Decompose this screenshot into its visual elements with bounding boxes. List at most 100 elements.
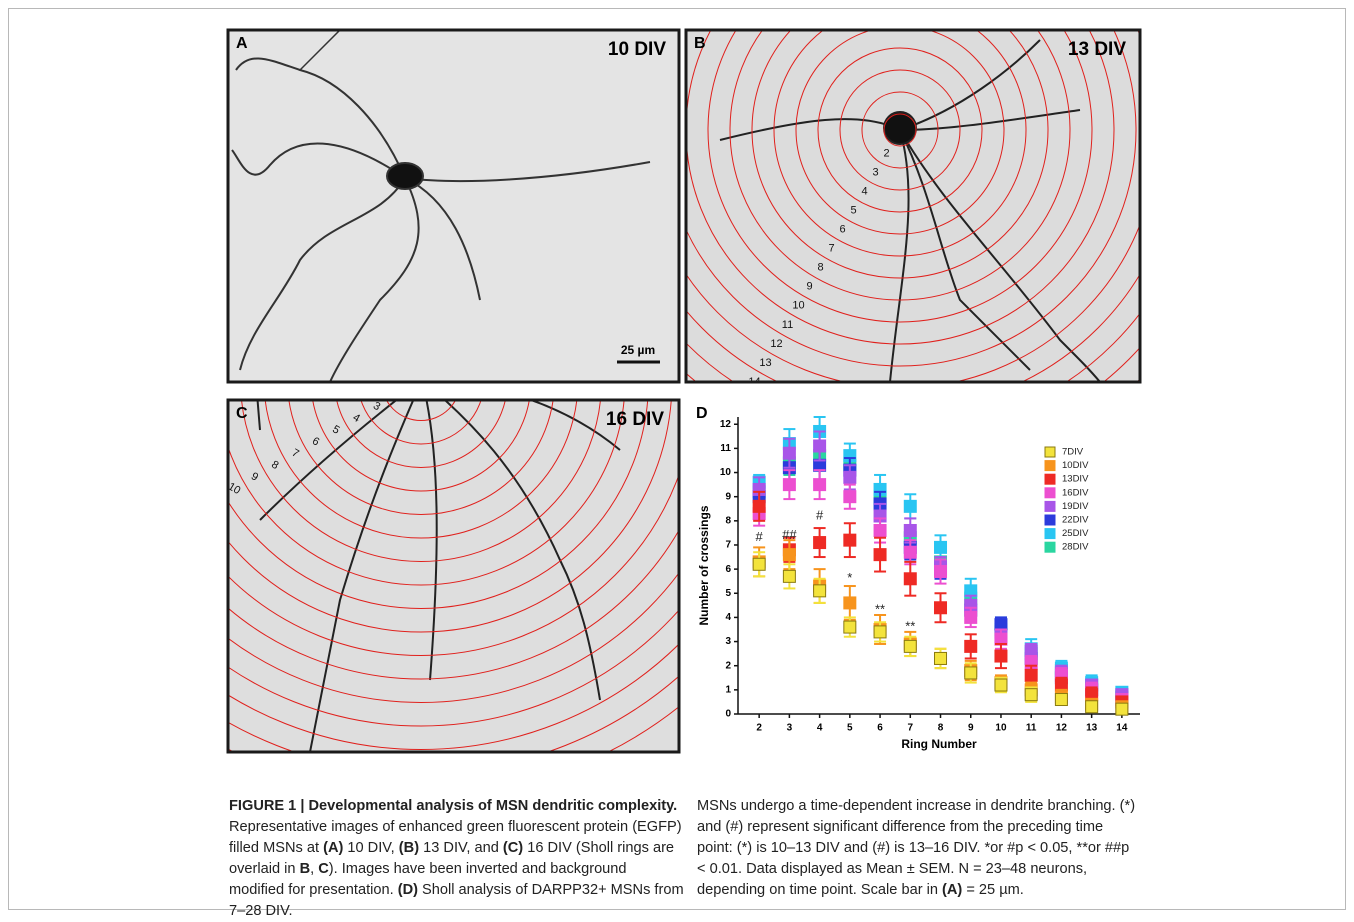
- y-tick-label: 4: [725, 612, 731, 623]
- ring-label: 13: [759, 357, 771, 369]
- point: [964, 610, 978, 624]
- y-tick-label: 1: [725, 684, 731, 695]
- significance-mark: **: [905, 619, 915, 634]
- point: [1024, 668, 1038, 682]
- ring-label: 12: [185, 504, 202, 521]
- point: [934, 565, 948, 579]
- sholl-ring: [241, 400, 601, 562]
- point: [843, 620, 857, 634]
- ring-label: 5: [330, 423, 341, 436]
- x-tick-label: 6: [877, 723, 883, 734]
- sholl-ring: [839, 69, 961, 191]
- point: [903, 572, 917, 586]
- sholl-ring: [336, 400, 506, 468]
- legend-label: 13DIV: [1062, 474, 1089, 485]
- ring-label: 8: [269, 459, 280, 472]
- caption-text: Sholl analysis of DARPP32+ MSNs from 7–2…: [229, 882, 684, 919]
- ring-label: 2: [883, 147, 889, 159]
- significance-mark: ##: [782, 527, 797, 542]
- ring-label: 3: [872, 166, 878, 178]
- x-tick-label: 9: [968, 723, 974, 734]
- sholl-ring: [312, 400, 530, 492]
- caption-text: (A): [323, 840, 344, 856]
- sholl-ring: [729, 30, 1071, 301]
- sholl-ring: [228, 473, 679, 656]
- micrograph-bg: [228, 30, 679, 382]
- point: [873, 625, 887, 639]
- panel-label: B: [694, 35, 706, 52]
- caption-text: (A): [942, 882, 963, 898]
- legend-label: 25DIV: [1062, 528, 1089, 539]
- significance-mark: #: [816, 507, 824, 522]
- point: [1085, 700, 1099, 714]
- caption-text: Representative images of enhanced green …: [229, 819, 682, 856]
- caption-text: 13 DIV, and: [419, 840, 503, 856]
- y-tick-label: 11: [720, 443, 731, 454]
- point: [813, 478, 827, 492]
- caption-text: C: [318, 861, 329, 877]
- caption-left: FIGURE 1 | Developmental analysis of MSN…: [229, 796, 684, 922]
- point: [782, 446, 796, 460]
- point: [903, 499, 917, 513]
- y-tick-label: 5: [725, 588, 731, 599]
- y-tick-label: 8: [725, 515, 731, 526]
- caption-text: ). Images have been inverted and backgro…: [229, 861, 627, 898]
- point: [752, 499, 766, 513]
- legend-label: 7DIV: [1062, 447, 1084, 458]
- panel-label: C: [236, 405, 248, 422]
- significance-mark: #: [756, 529, 764, 544]
- sholl-ring: [228, 609, 679, 727]
- ring-label: 7: [290, 447, 301, 460]
- point: [813, 584, 827, 598]
- ring-label: 10: [226, 481, 243, 498]
- legend-label: 22DIV: [1062, 515, 1089, 526]
- point: [934, 540, 948, 554]
- panel-border: [684, 28, 1142, 384]
- x-tick-label: 4: [817, 723, 823, 734]
- sholl-ring: [686, 30, 1137, 367]
- y-tick-label: 12: [720, 419, 732, 430]
- sholl-ring: [228, 571, 679, 703]
- point: [873, 548, 887, 562]
- point: [1115, 702, 1129, 716]
- ring-label: 14: [748, 376, 760, 388]
- point: [1024, 688, 1038, 702]
- x-tick-label: 8: [938, 723, 944, 734]
- panel-border: [226, 28, 681, 384]
- sholl-ring: [751, 30, 1049, 279]
- sholl-ring: [228, 400, 649, 609]
- micrograph-bg: [686, 30, 1140, 382]
- point: [843, 490, 857, 504]
- caption-text: 10 DIV,: [343, 840, 399, 856]
- legend-label: 19DIV: [1062, 501, 1089, 512]
- sholl-ring: [228, 529, 679, 680]
- legend-label: 28DIV: [1062, 542, 1089, 553]
- point: [964, 666, 978, 680]
- ring-label: 9: [249, 470, 260, 483]
- legend-swatch: [1044, 473, 1056, 485]
- caption-text: (C): [502, 840, 524, 856]
- caption-text: FIGURE 1 | Developmental analysis of MSN…: [229, 798, 678, 814]
- significance-mark: *: [847, 570, 852, 585]
- ring-label: 8: [817, 262, 823, 274]
- caption-text: = 25 µm.: [962, 882, 1024, 898]
- legend-swatch: [1044, 528, 1056, 540]
- sholl-ring: [228, 400, 672, 633]
- x-tick-label: 12: [1056, 723, 1068, 734]
- y-axis-label: Number of crossings: [697, 505, 711, 625]
- point: [843, 470, 857, 484]
- ring-label: 4: [351, 412, 362, 425]
- x-tick-label: 10: [995, 723, 1007, 734]
- y-tick-label: 6: [725, 564, 731, 575]
- ring-label: 4: [861, 185, 867, 197]
- neuron: [256, 400, 621, 752]
- sholl-ring: [707, 30, 1093, 323]
- sholl-ring: [264, 400, 578, 539]
- point: [813, 439, 827, 453]
- sholl-ring: [228, 400, 625, 586]
- legend-label: 10DIV: [1062, 460, 1089, 471]
- y-tick-label: 10: [720, 467, 732, 478]
- sholl-ring: [288, 400, 554, 515]
- point: [964, 639, 978, 653]
